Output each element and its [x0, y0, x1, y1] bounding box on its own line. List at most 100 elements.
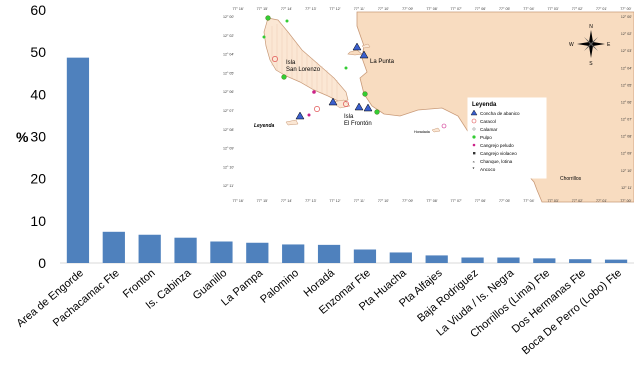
coordinate-label: 12° 04' — [223, 53, 234, 57]
bars-group — [66, 57, 628, 264]
coordinate-label: 12° 05' — [223, 71, 234, 75]
coordinate-label: 77° 00' — [620, 199, 631, 203]
y-tick-label: 20 — [30, 171, 46, 187]
compass-s: S — [589, 61, 593, 67]
coordinate-label: 77° 10' — [378, 7, 389, 11]
bar — [604, 259, 628, 263]
map-coordinates: 77° 16' 77° 15' 77° 14' 77° 13' 77° 12' 77° 1… — [223, 7, 632, 203]
coordinate-label: 77° 00' — [620, 7, 631, 11]
coordinate-label: 12° 11' — [223, 184, 234, 188]
coordinate-label: 77° 12' — [329, 7, 340, 11]
coordinate-label: 77° 06' — [475, 199, 486, 203]
legend-small-circle-icon — [472, 127, 476, 131]
coordinate-label: 77° 16' — [232, 7, 243, 11]
x-tick-label: Baja Rodriguez — [415, 267, 480, 325]
coordinate-label: 12° 02' — [621, 32, 632, 36]
isla-el-fronton — [331, 99, 351, 109]
coordinate-label: 77° 11' — [354, 7, 365, 11]
label-horadada: Horadada — [414, 130, 430, 134]
islet-cabinza — [285, 119, 299, 126]
marker-pulpo — [262, 35, 266, 39]
legend-square-icon — [473, 152, 476, 155]
coordinate-label: 12° 11' — [621, 186, 632, 190]
marker-caracol — [343, 101, 349, 107]
label-isla: Isla — [286, 60, 296, 66]
marker-pulpo — [362, 91, 368, 97]
legend-title: Leyenda — [472, 102, 497, 108]
marker-concha — [354, 102, 364, 111]
bar — [102, 231, 125, 263]
coordinate-label: 12° 09' — [621, 152, 632, 156]
coordinate-label: 77° 09' — [402, 199, 413, 203]
marker-concha — [295, 111, 305, 120]
coordinate-label: 77° 10' — [378, 199, 389, 203]
legend-item: Cangrejo peludo — [480, 143, 514, 148]
legend-item: Pulpo — [480, 135, 492, 140]
label-chorrillos: Chorrillos — [560, 176, 582, 182]
coordinate-label: 77° 04' — [523, 7, 534, 11]
marker-caracol — [272, 56, 278, 62]
y-axis-label: % — [16, 129, 29, 145]
coordinate-label: 77° 12' — [329, 199, 340, 203]
coordinate-label: 12° 10' — [223, 165, 234, 169]
legend-x-icon: × — [473, 159, 476, 164]
islet-palomino — [361, 43, 371, 49]
coordinate-label: 77° 02' — [572, 7, 583, 11]
legend-green-dot-icon — [472, 135, 476, 139]
marker-concha — [359, 50, 369, 59]
coordinate-label: 12° 00' — [621, 15, 632, 19]
bar — [569, 259, 592, 263]
coordinate-label: 77° 01' — [596, 199, 607, 203]
label-san-lorenzo: San Lorenzo — [286, 67, 321, 73]
y-tick-label: 50 — [30, 44, 46, 60]
label-el-fronton: El Frontón — [344, 121, 372, 127]
coordinate-label: 77° 05' — [499, 199, 510, 203]
bar — [533, 258, 556, 263]
coordinate-label: 77° 02' — [572, 199, 583, 203]
legend-magenta-dot-icon — [472, 143, 476, 147]
label-la-punta: La Punta — [370, 59, 395, 65]
coordinate-label: 77° 11' — [354, 199, 365, 203]
marker-concha — [363, 103, 373, 112]
legend-circle-icon — [471, 118, 477, 124]
y-tick-label: 10 — [30, 213, 46, 229]
x-tick-label: Pachacamac Fte — [51, 267, 122, 329]
marker-pulpo — [374, 109, 380, 115]
y-tick-label: 60 — [30, 2, 46, 18]
bar — [210, 241, 233, 263]
bar — [174, 237, 197, 263]
la-punta — [347, 49, 363, 56]
coordinate-label: 12° 07' — [621, 118, 632, 122]
bar — [353, 249, 377, 263]
compass-w: W — [569, 42, 574, 48]
coordinate-label: 77° 06' — [475, 7, 486, 11]
legend-triangle-icon — [470, 109, 478, 116]
coordinate-label: 77° 01' — [596, 7, 607, 11]
coordinate-label: 77° 07' — [451, 199, 462, 203]
legend-item: Chanque, lotina — [480, 159, 513, 164]
compass-e: E — [607, 42, 611, 48]
marker-caracol — [314, 106, 320, 112]
marker-concha — [328, 97, 338, 106]
coordinate-label: 77° 07' — [451, 7, 462, 11]
map-legend: Leyenda Concha de abanico Caracol Calama… — [467, 97, 547, 179]
coordinate-label: 77° 05' — [499, 7, 510, 11]
legend-item: Cangrejo violaceo — [480, 151, 517, 156]
bar — [461, 257, 484, 263]
map-markers — [262, 15, 447, 129]
y-tick-label: 0 — [38, 255, 46, 271]
legend-item: Concha de abanico — [480, 111, 520, 116]
compass-n: N — [589, 24, 593, 30]
bar — [66, 57, 90, 264]
coordinate-label: 77° 15' — [257, 199, 268, 203]
bar — [425, 255, 448, 263]
coordinate-label: 12° 02' — [223, 34, 234, 38]
marker-peludo — [441, 123, 447, 129]
coordinate-label: 77° 16' — [232, 199, 243, 203]
marker-pulpo — [285, 19, 289, 23]
marker-concha — [352, 42, 362, 51]
x-tick-label: Palomino — [258, 267, 301, 306]
map-inset: Isla San Lorenzo La Punta Isla El Frontó… — [222, 6, 634, 204]
